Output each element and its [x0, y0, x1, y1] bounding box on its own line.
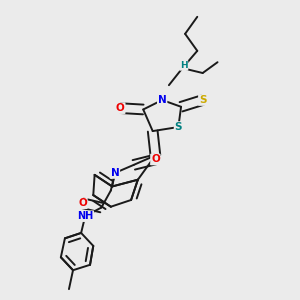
Text: NH: NH: [77, 211, 93, 221]
Text: O: O: [151, 154, 160, 164]
Text: S: S: [199, 95, 206, 105]
Text: N: N: [158, 95, 167, 105]
Text: H: H: [180, 61, 188, 70]
Text: O: O: [116, 103, 125, 113]
Text: O: O: [78, 198, 87, 208]
Text: N: N: [110, 168, 119, 178]
Text: S: S: [175, 122, 182, 132]
